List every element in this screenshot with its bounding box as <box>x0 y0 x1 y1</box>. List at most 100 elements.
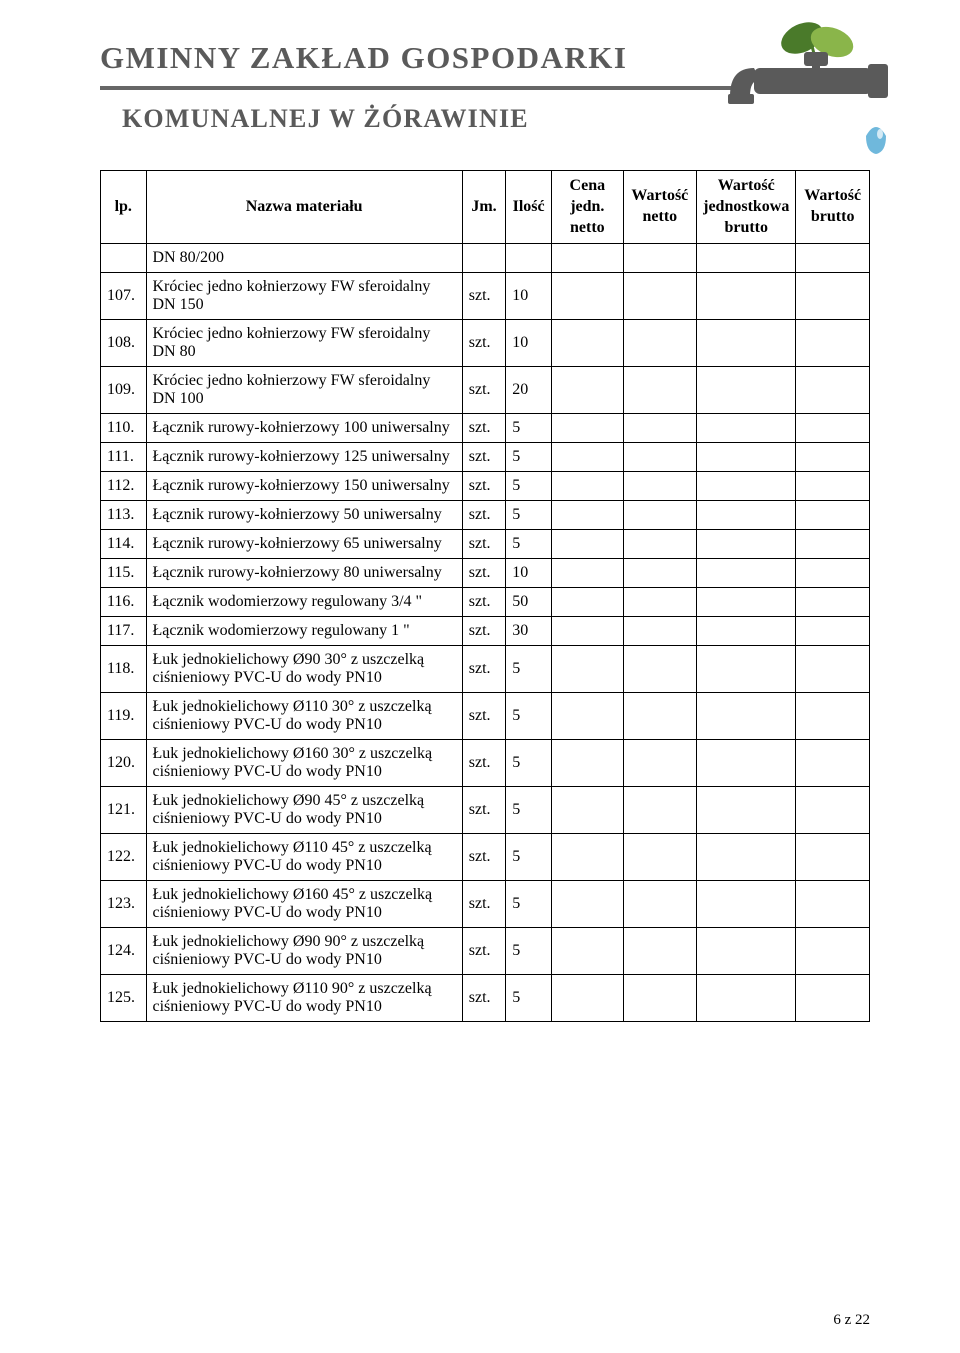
cell-wn <box>623 787 697 834</box>
cell-lp: 108. <box>101 320 147 367</box>
table-header: lp. Nazwa materiału Jm. Ilość Cena jedn.… <box>101 171 870 244</box>
col-wn: Wartość netto <box>623 171 697 244</box>
cell-lp: 109. <box>101 367 147 414</box>
cell-wb <box>796 787 870 834</box>
table-row: 107.Króciec jedno kołnierzowy FW sferoid… <box>101 273 870 320</box>
cell-qty: 5 <box>506 740 552 787</box>
cell-wjb <box>697 881 796 928</box>
cell-wn <box>623 559 697 588</box>
cell-cena <box>552 501 623 530</box>
cell-cena <box>552 693 623 740</box>
cell-jm: szt. <box>462 472 505 501</box>
cell-qty: 10 <box>506 320 552 367</box>
table-row: 117.Łącznik wodomierzowy regulowany 1 "s… <box>101 617 870 646</box>
cell-wjb <box>697 367 796 414</box>
cell-lp: 114. <box>101 530 147 559</box>
cell-wjb <box>697 588 796 617</box>
table-row: 109.Króciec jedno kołnierzowy FW sferoid… <box>101 367 870 414</box>
cell-cena <box>552 975 623 1022</box>
cell-wjb <box>697 530 796 559</box>
cell-wb <box>796 588 870 617</box>
cell-name: Łuk jednokielichowy Ø90 30° z uszczelką … <box>146 646 462 693</box>
cell-wn <box>623 588 697 617</box>
cell-wb <box>796 273 870 320</box>
cell-cena <box>552 617 623 646</box>
cell-wb <box>796 559 870 588</box>
cell-lp: 110. <box>101 414 147 443</box>
cell-cena <box>552 787 623 834</box>
cell-wjb <box>697 559 796 588</box>
table-row: 119.Łuk jednokielichowy Ø110 30° z uszcz… <box>101 693 870 740</box>
cell-lp: 125. <box>101 975 147 1022</box>
cell-wb <box>796 530 870 559</box>
cell-jm: szt. <box>462 320 505 367</box>
table-body: DN 80/200107.Króciec jedno kołnierzowy F… <box>101 244 870 1022</box>
cell-lp: 107. <box>101 273 147 320</box>
cell-qty: 5 <box>506 834 552 881</box>
cell-wjb <box>697 320 796 367</box>
cell-cena <box>552 244 623 273</box>
col-cena: Cena jedn. netto <box>552 171 623 244</box>
cell-qty: 5 <box>506 881 552 928</box>
cell-qty: 5 <box>506 501 552 530</box>
col-wjb: Wartość jednostkowa brutto <box>697 171 796 244</box>
document-header: GMINNY ZAKŁAD GOSPODARKI KOMUNALNEJ W ŻÓ… <box>100 40 870 134</box>
cell-wb <box>796 834 870 881</box>
cell-wjb <box>697 617 796 646</box>
cell-jm: szt. <box>462 646 505 693</box>
cell-qty: 5 <box>506 530 552 559</box>
col-qty: Ilość <box>506 171 552 244</box>
cell-wb <box>796 740 870 787</box>
table-row: 108.Króciec jedno kołnierzowy FW sferoid… <box>101 320 870 367</box>
cell-qty: 5 <box>506 443 552 472</box>
cell-lp: 124. <box>101 928 147 975</box>
col-jm: Jm. <box>462 171 505 244</box>
cell-lp: 113. <box>101 501 147 530</box>
cell-name: Króciec jedno kołnierzowy FW sferoidalny… <box>146 273 462 320</box>
cell-wb <box>796 472 870 501</box>
cell-qty: 5 <box>506 414 552 443</box>
header-divider <box>100 86 740 90</box>
cell-wjb <box>697 472 796 501</box>
cell-jm: szt. <box>462 443 505 472</box>
cell-cena <box>552 881 623 928</box>
cell-wb <box>796 244 870 273</box>
table-row: 113.Łącznik rurowy-kołnierzowy 50 uniwer… <box>101 501 870 530</box>
cell-lp: 111. <box>101 443 147 472</box>
cell-name: Łącznik rurowy-kołnierzowy 50 uniwersaln… <box>146 501 462 530</box>
cell-qty: 5 <box>506 787 552 834</box>
cell-name: Łącznik rurowy-kołnierzowy 125 uniwersal… <box>146 443 462 472</box>
col-name: Nazwa materiału <box>146 171 462 244</box>
cell-wb <box>796 975 870 1022</box>
cell-cena <box>552 928 623 975</box>
cell-wn <box>623 646 697 693</box>
cell-wn <box>623 472 697 501</box>
faucet-leaf-icon <box>694 18 894 168</box>
col-wb: Wartość brutto <box>796 171 870 244</box>
cell-cena <box>552 740 623 787</box>
cell-wjb <box>697 501 796 530</box>
cell-jm: szt. <box>462 693 505 740</box>
cell-wb <box>796 646 870 693</box>
cell-name: Łuk jednokielichowy Ø110 30° z uszczelką… <box>146 693 462 740</box>
cell-qty: 5 <box>506 693 552 740</box>
cell-jm <box>462 244 505 273</box>
cell-name: Łącznik rurowy-kołnierzowy 100 uniwersal… <box>146 414 462 443</box>
cell-jm: szt. <box>462 975 505 1022</box>
cell-name: Łącznik rurowy-kołnierzowy 80 uniwersaln… <box>146 559 462 588</box>
cell-wjb <box>697 834 796 881</box>
cell-lp: 123. <box>101 881 147 928</box>
table-row: DN 80/200 <box>101 244 870 273</box>
cell-name: Łuk jednokielichowy Ø110 90° z uszczelką… <box>146 975 462 1022</box>
cell-lp: 120. <box>101 740 147 787</box>
cell-qty: 50 <box>506 588 552 617</box>
cell-qty: 5 <box>506 928 552 975</box>
cell-jm: szt. <box>462 740 505 787</box>
cell-wb <box>796 881 870 928</box>
cell-cena <box>552 472 623 501</box>
cell-qty <box>506 244 552 273</box>
cell-lp: 118. <box>101 646 147 693</box>
cell-cena <box>552 367 623 414</box>
cell-jm: szt. <box>462 414 505 443</box>
cell-wn <box>623 501 697 530</box>
